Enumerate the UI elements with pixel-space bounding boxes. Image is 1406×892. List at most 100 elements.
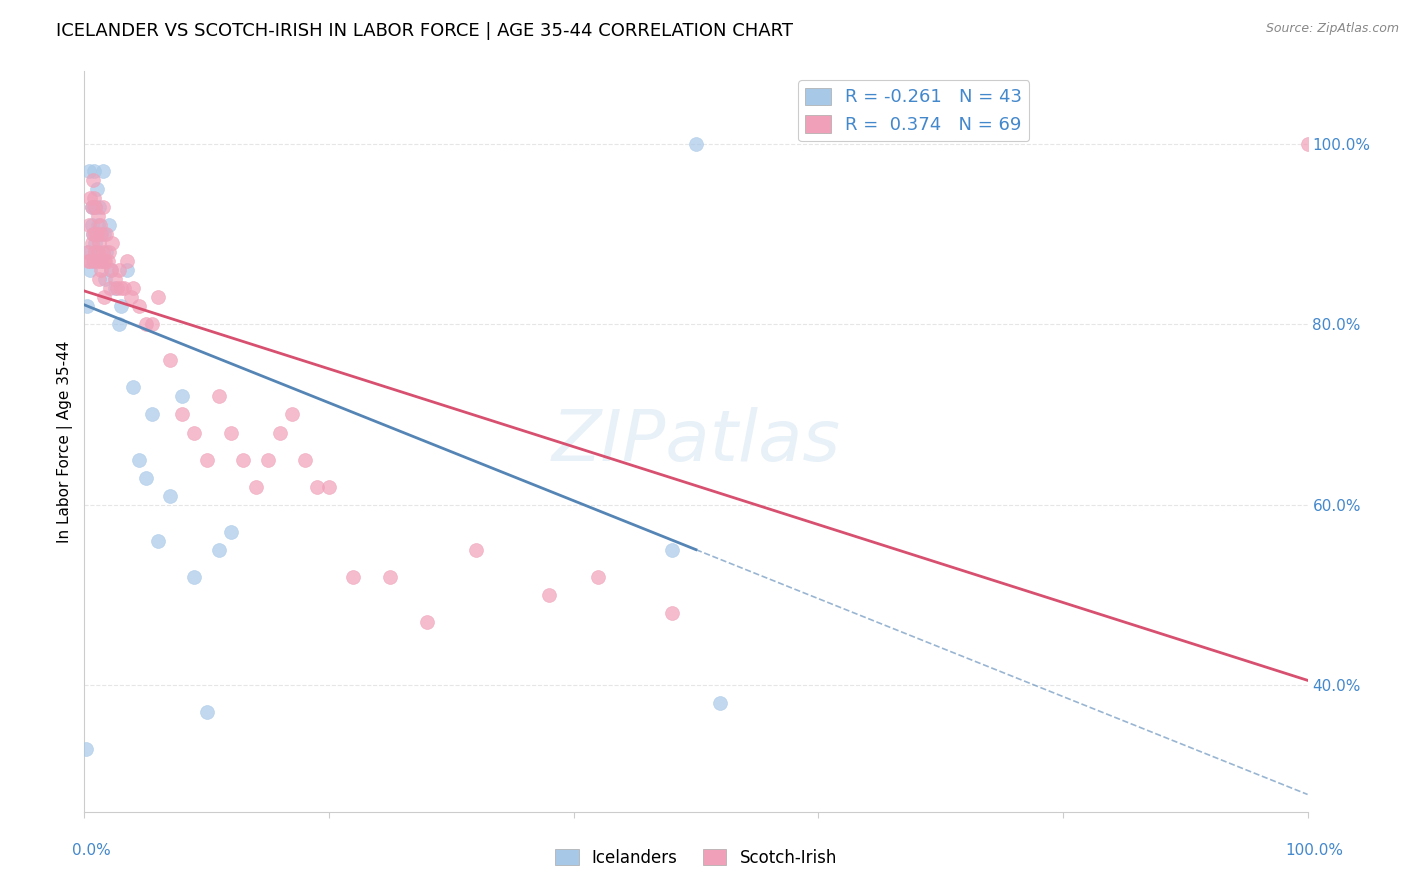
Point — [101, 235, 124, 250]
Point — [94, 272, 117, 286]
Point — [232, 452, 254, 467]
Point — [87, 209, 110, 223]
Point — [105, 281, 128, 295]
Point — [219, 524, 242, 539]
Point — [135, 317, 157, 331]
Point — [294, 452, 316, 467]
Y-axis label: In Labor Force | Age 35-44: In Labor Force | Age 35-44 — [58, 341, 73, 542]
Point — [146, 290, 169, 304]
Point — [84, 227, 107, 241]
Point — [1296, 136, 1319, 151]
Point — [80, 200, 103, 214]
Point — [172, 408, 194, 422]
Point — [195, 452, 218, 467]
Point — [135, 470, 157, 484]
Point — [83, 200, 105, 214]
Point — [97, 254, 120, 268]
Point — [79, 263, 101, 277]
Point — [146, 533, 169, 548]
Point — [208, 389, 231, 403]
Point — [87, 218, 110, 232]
Point — [159, 489, 181, 503]
Point — [84, 200, 107, 214]
Point — [305, 480, 328, 494]
Point — [110, 281, 132, 295]
Point — [87, 200, 110, 214]
Point — [82, 254, 104, 268]
Point — [115, 254, 138, 268]
Point — [120, 290, 142, 304]
Point — [128, 452, 150, 467]
Point — [84, 244, 107, 259]
Legend: Icelanders, Scotch-Irish: Icelanders, Scotch-Irish — [548, 842, 844, 874]
Point — [141, 317, 163, 331]
Point — [87, 244, 110, 259]
Point — [82, 227, 104, 241]
Point — [464, 542, 486, 557]
Point — [98, 281, 121, 295]
Text: ICELANDER VS SCOTCH-IRISH IN LABOR FORCE | AGE 35-44 CORRELATION CHART: ICELANDER VS SCOTCH-IRISH IN LABOR FORCE… — [56, 22, 793, 40]
Point — [416, 615, 439, 629]
Point — [172, 389, 194, 403]
Point — [104, 281, 127, 295]
Point — [77, 163, 100, 178]
Point — [96, 244, 118, 259]
Point — [110, 299, 132, 313]
Point — [141, 408, 163, 422]
Point — [122, 380, 145, 394]
Point — [115, 263, 138, 277]
Point — [90, 227, 112, 241]
Point — [86, 182, 108, 196]
Point — [77, 254, 100, 268]
Text: 0.0%: 0.0% — [72, 843, 111, 857]
Point — [75, 741, 97, 756]
Point — [80, 218, 103, 232]
Point — [93, 290, 115, 304]
Point — [83, 191, 105, 205]
Point — [380, 570, 402, 584]
Point — [84, 235, 107, 250]
Point — [257, 452, 280, 467]
Point — [661, 606, 683, 620]
Point — [82, 172, 104, 186]
Point — [86, 227, 108, 241]
Point — [90, 263, 112, 277]
Point — [97, 244, 120, 259]
Point — [183, 425, 205, 440]
Point — [83, 254, 105, 268]
Point — [104, 272, 127, 286]
Point — [80, 200, 103, 214]
Point — [76, 244, 98, 259]
Text: Source: ZipAtlas.com: Source: ZipAtlas.com — [1265, 22, 1399, 36]
Text: ZIPatlas: ZIPatlas — [551, 407, 841, 476]
Point — [281, 408, 304, 422]
Point — [79, 191, 101, 205]
Point — [685, 136, 707, 151]
Point — [87, 272, 110, 286]
Point — [79, 254, 101, 268]
Point — [219, 425, 242, 440]
Point — [183, 570, 205, 584]
Point — [93, 254, 115, 268]
Point — [91, 200, 114, 214]
Point — [342, 570, 364, 584]
Point — [83, 163, 105, 178]
Point — [100, 263, 122, 277]
Point — [94, 254, 117, 268]
Point — [89, 254, 111, 268]
Point — [159, 353, 181, 368]
Point — [208, 542, 231, 557]
Point — [245, 480, 267, 494]
Point — [77, 218, 100, 232]
Point — [96, 227, 118, 241]
Point — [709, 697, 731, 711]
Point — [107, 317, 129, 331]
Point — [195, 706, 218, 720]
Point — [89, 227, 111, 241]
Text: 100.0%: 100.0% — [1285, 843, 1344, 857]
Point — [112, 281, 135, 295]
Point — [586, 570, 609, 584]
Point — [661, 542, 683, 557]
Point — [77, 244, 100, 259]
Point — [107, 263, 129, 277]
